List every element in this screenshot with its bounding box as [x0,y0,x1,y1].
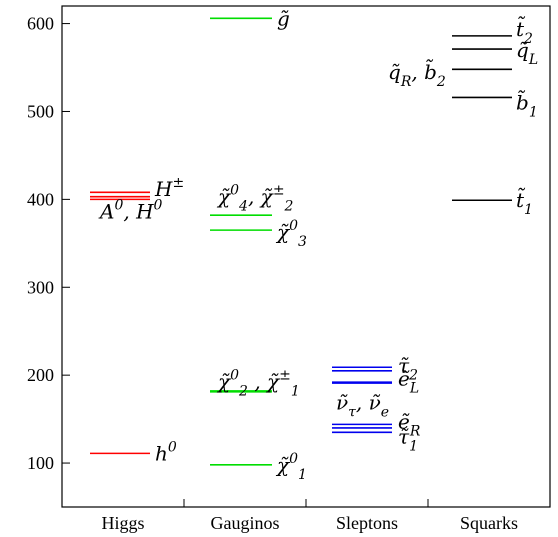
y-tick-label: 200 [27,365,54,385]
particle-label: b̃1 [516,88,538,120]
particle-label: ẽL [398,367,419,397]
particle-label: g̃ [277,6,290,30]
particle-label: τ̃1 [398,425,418,455]
particle-label: q̃R, b̃2 [388,58,446,90]
particle-label: χ̃02 , χ̃±1 [216,367,300,399]
particle-label: h0 [155,439,177,465]
y-tick-label: 400 [27,189,54,209]
particle-label: q̃L [516,38,538,68]
particle-label: τ̃2 [398,353,418,383]
category-label-gauginos: Gauginos [211,513,280,533]
y-tick-label: 500 [27,101,54,121]
particle-label: ẽR [398,410,421,440]
particle-label: t̃1 [516,186,533,218]
particle-label: t̃2 [516,15,533,47]
plot-frame [61,5,551,508]
y-tick-label: 300 [27,277,54,297]
category-label-higgs: Higgs [101,513,144,533]
y-tick-label: 100 [27,453,54,473]
y-tick-label: 600 [27,14,54,34]
particle-label: H± [154,175,184,201]
category-label-sleptons: Sleptons [336,513,398,533]
particle-label: χ̃03 [275,218,307,250]
particle-label: ν̃τ, ν̃e [336,390,389,420]
particle-label: χ̃01 [275,451,307,483]
particle-label: χ̃04, χ̃±2 [216,183,294,215]
particle-label: A0, H0 [98,198,163,224]
category-label-squarks: Squarks [460,513,518,533]
